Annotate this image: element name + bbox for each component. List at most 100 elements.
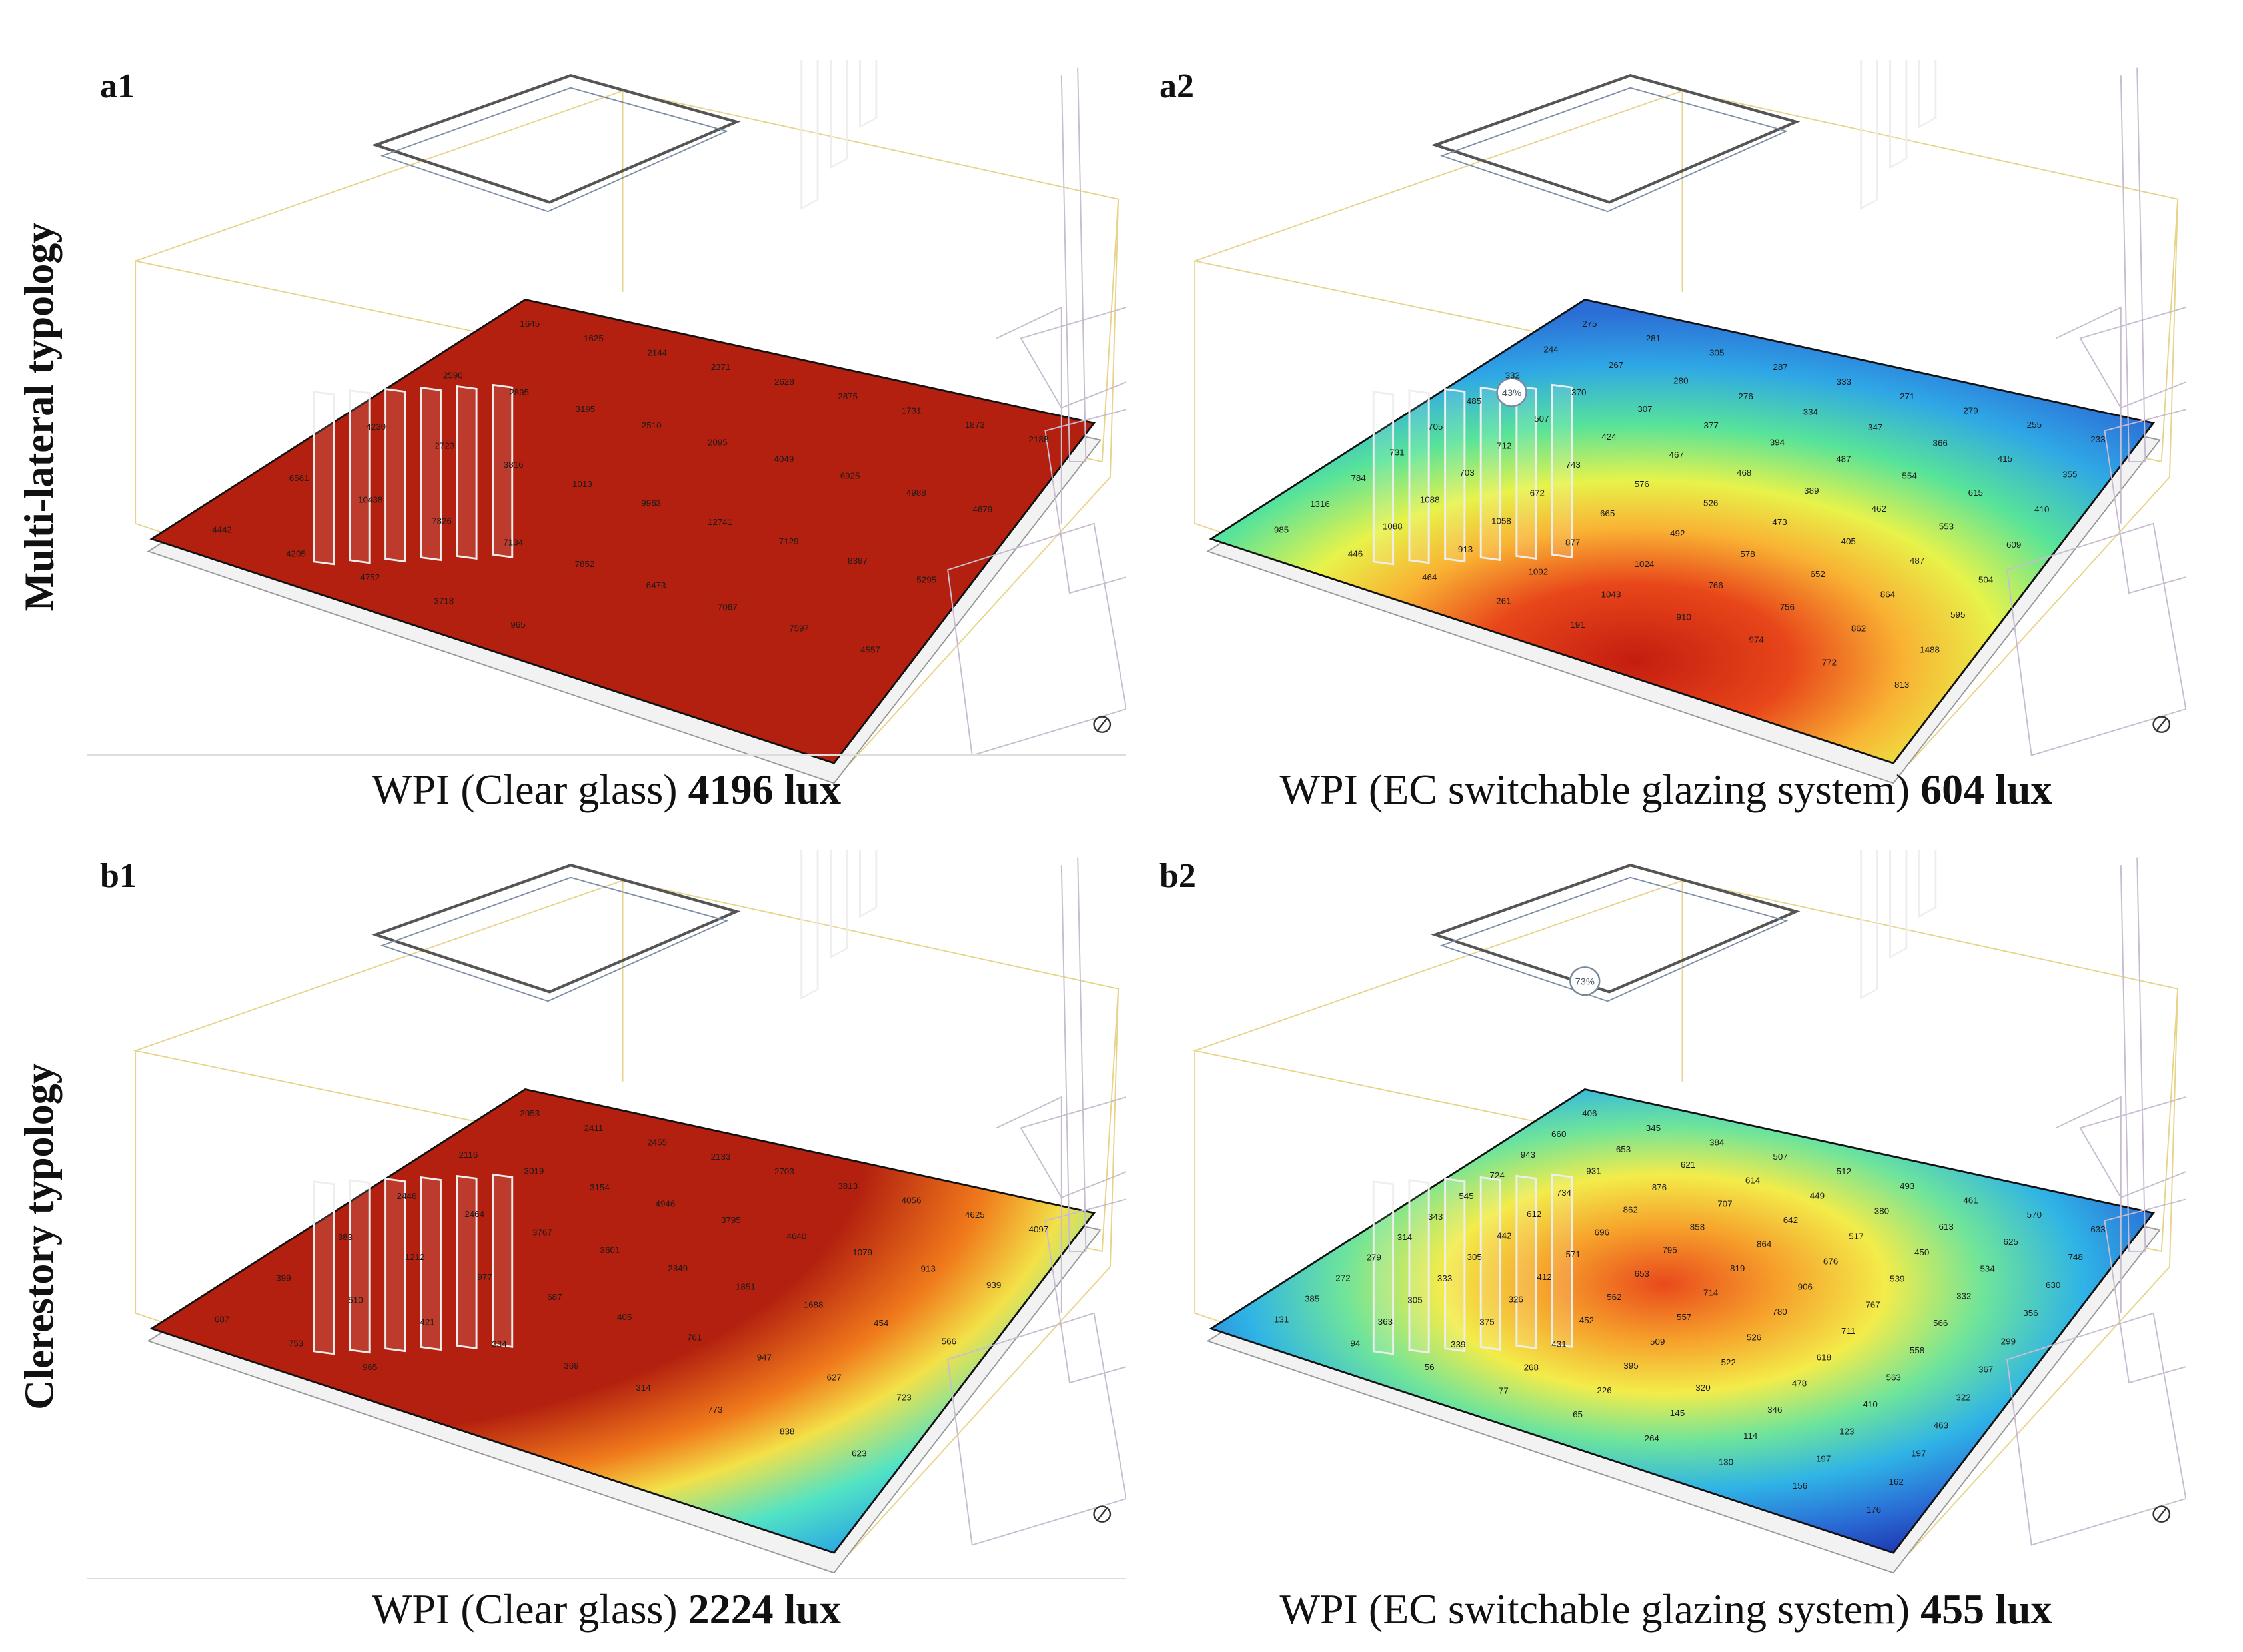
skylight-inner [1439,87,1789,213]
floor-value: 366 [1933,438,1948,448]
floor-value: 1088 [1420,495,1440,505]
floor-value: 191 [1570,620,1585,630]
floor-value: 463 [1934,1421,1948,1431]
floor-value: 748 [2068,1252,2083,1262]
caption-a2-value: 604 lux [1920,766,2052,813]
floor-value: 332 [1505,371,1520,381]
render-b1: 2953 2411 2455 2133 2703 3813 4056 4625 4097 2116… [133,850,1126,1574]
context-box [1020,1096,1126,1198]
floor-value: 734 [1557,1188,1571,1198]
glazing-panel-right [1889,60,1908,169]
floor-value: 2133 [711,1152,731,1162]
illuminance-floor [149,1088,1096,1554]
floor-value: 633 [2090,1224,2105,1234]
floor-value: 1731 [902,406,922,416]
floor-value: 2703 [774,1166,794,1176]
floor-value: 287 [1773,362,1787,372]
floor-value: 522 [1721,1357,1736,1367]
floor-value: 412 [1537,1272,1551,1282]
panel-tag-b2: b2 [1159,857,1196,895]
floor-value: 377 [1704,420,1719,430]
glazing-panel [492,383,514,558]
floor-value: 345 [1646,1123,1661,1133]
floor-value: 517 [1849,1232,1863,1241]
floor-value: 609 [2006,540,2021,550]
floor-value: 1873 [965,420,985,430]
floor-value: 753 [289,1339,303,1349]
floor-value: 6473 [646,580,666,590]
panel-tag-b1: b1 [100,857,137,895]
floor-value: 131 [1274,1315,1289,1325]
floor-value: 233 [2090,434,2105,444]
glazing-panel [1551,1173,1573,1348]
floor-value: 858 [1690,1222,1705,1232]
floor-value: 271 [1900,391,1914,401]
floor-value: 723 [896,1393,911,1403]
floor-value: 612 [1527,1210,1541,1220]
caption-a1: WPI (Clear glass) 4196 lux [87,765,1126,814]
floor-value: 380 [1874,1206,1889,1216]
floor-value: 910 [1677,612,1691,622]
glazing-panel [349,389,371,564]
glazing-panel-right [800,60,819,210]
floor-value: 276 [1738,392,1753,402]
floor-value: 449 [1810,1191,1825,1201]
floor-value: 773 [708,1405,722,1415]
floor-value: 369 [564,1361,578,1371]
floor-value: 485 [1467,397,1481,407]
floor-value: 346 [1767,1405,1782,1415]
floor-value: 385 [1305,1294,1319,1304]
floor-value: 478 [1792,1379,1807,1389]
floor-value: 2953 [520,1108,540,1118]
floor-value: 642 [1783,1215,1798,1225]
floor-value: 156 [1793,1481,1807,1491]
floor-value: 487 [1836,454,1851,464]
compass-icon [1093,1505,1112,1523]
floor-value: 394 [1770,438,1785,448]
glazing-panel [1444,388,1466,563]
context-box [996,1096,1062,1313]
floor-value: 621 [1681,1160,1695,1170]
floor-value: 3767 [532,1228,552,1238]
floor-value: 707 [1717,1199,1732,1209]
floor-value: 4946 [656,1199,676,1209]
context-box [2006,1312,2186,1546]
context-box [2006,522,2186,756]
glazing-panel-right [1918,60,1937,129]
floor-value: 780 [1772,1307,1787,1317]
skylight-frame [1431,863,1801,994]
floor-value: 3813 [838,1181,858,1191]
context-box [996,306,1062,524]
floor-value: 1488 [1920,645,1940,655]
glazing-panel [384,388,406,563]
floor-value: 772 [1822,658,1837,668]
floor-value: 566 [1933,1318,1948,1328]
floor-value: 244 [1543,345,1558,355]
divider-bottom [87,1578,1126,1579]
context-pole [2120,857,2146,1252]
caption-a2-text: WPI (EC switchable glazing system) [1279,766,1910,813]
floor-value: 56 [1425,1362,1435,1372]
floor-value: 913 [1458,544,1473,554]
floor-value: 554 [1902,471,1916,481]
floor-value: 526 [1747,1333,1761,1343]
floor-value: 676 [1823,1257,1838,1267]
floor-value: 492 [1670,528,1685,538]
floor-value: 464 [1422,572,1437,582]
floor-value: 461 [1963,1196,1978,1206]
floor-value: 1851 [736,1282,756,1292]
floor-value: 3816 [504,460,524,470]
floor-value: 281 [1646,333,1661,343]
floor-value: 813 [1894,680,1909,690]
floor-value: 410 [1863,1399,1877,1409]
floor-value: 2116 [459,1150,478,1160]
context-box [2055,1096,2122,1313]
caption-a2: WPI (EC switchable glazing system) 604 l… [1146,765,2186,814]
floor-value: 363 [1378,1317,1393,1327]
context-box [2104,409,2186,594]
floor-value: 977 [477,1272,492,1282]
compass-icon [2152,1505,2171,1523]
floor-value: 280 [1673,376,1688,386]
floor-value: 576 [1635,479,1649,489]
skylight-frame [371,863,741,994]
